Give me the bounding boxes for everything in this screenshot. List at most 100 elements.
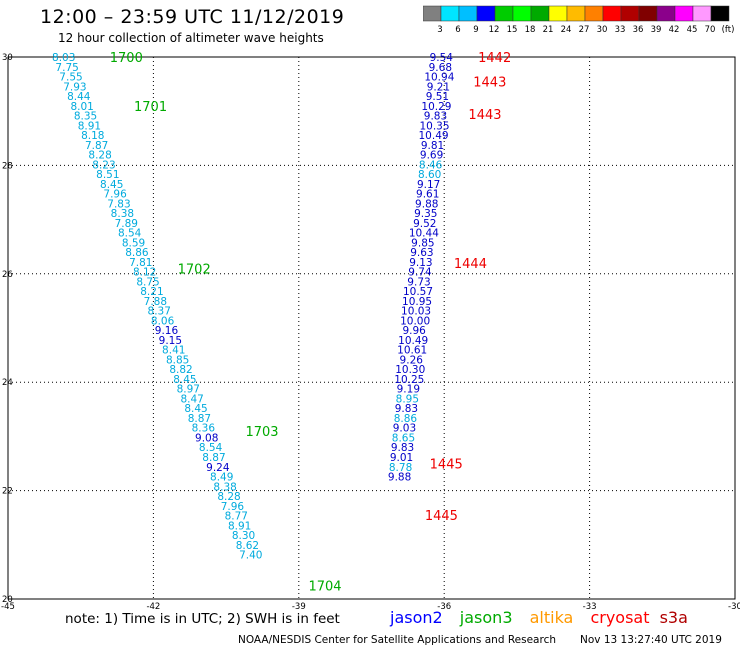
swh-value-jason2: 9.03 bbox=[393, 423, 416, 435]
y-tick-label: 22 bbox=[2, 487, 13, 497]
colorbar-label: 24 bbox=[561, 25, 572, 35]
chart-title: 12:00 – 23:59 UTC 11/12/2019 bbox=[40, 6, 345, 28]
swh-value-jason2: 9.21 bbox=[427, 81, 450, 93]
swh-value-jason3: 8.97 bbox=[177, 384, 200, 396]
swh-value-jason3: 8.21 bbox=[140, 286, 163, 298]
units-note: note: 1) Time is in UTC; 2) SWH is in fe… bbox=[65, 611, 340, 627]
swh-value-jason3: 8.18 bbox=[81, 130, 104, 142]
swh-value-jason3: 8.47 bbox=[180, 393, 203, 405]
swh-value-jason3: 8.45 bbox=[184, 403, 207, 415]
time-label-jason3: 1703 bbox=[245, 425, 278, 440]
colorbar-label: 3 bbox=[437, 25, 442, 35]
legend-cryosat: cryosat bbox=[590, 608, 650, 627]
y-tick-label: 28 bbox=[2, 161, 13, 171]
swh-value-jason2: 8.65 bbox=[392, 432, 415, 444]
swh-value-jason2: 9.19 bbox=[397, 384, 420, 396]
swh-value-jason2: 10.57 bbox=[403, 286, 433, 298]
colorbar-label: 42 bbox=[669, 25, 680, 35]
swh-value-jason3: 8.36 bbox=[192, 423, 216, 435]
swh-value-jason3: 8.28 bbox=[217, 491, 240, 503]
swh-value-jason3: 7.87 bbox=[85, 140, 108, 152]
swh-value-jason3: 8.03 bbox=[52, 52, 75, 64]
swh-value-jason3: 8.59 bbox=[122, 237, 145, 249]
swh-value-jason3: 8.75 bbox=[136, 276, 159, 288]
swh-value-jason2: 10.49 bbox=[398, 335, 428, 347]
colorbar-label: 18 bbox=[525, 25, 536, 35]
colorbar-label: 30 bbox=[597, 25, 608, 35]
colorbar-label: 39 bbox=[651, 25, 662, 35]
swh-value-jason3: 8.23 bbox=[92, 159, 115, 171]
swh-value-jason2: 9.54 bbox=[430, 52, 454, 64]
y-tick-label: 30 bbox=[2, 53, 13, 63]
legend-altika: altika bbox=[529, 608, 574, 627]
swh-value-jason3: 8.06 bbox=[151, 315, 175, 327]
swh-value-jason3: 9.08 bbox=[195, 432, 218, 444]
swh-value-jason3: 8.87 bbox=[202, 452, 225, 464]
legend-s3a: s3a bbox=[659, 608, 688, 627]
x-tick-label: -30 bbox=[728, 602, 740, 612]
swh-value-jason2: 10.49 bbox=[419, 130, 449, 142]
swh-value-jason3: 8.91 bbox=[78, 120, 101, 132]
legend-jason2: jason2 bbox=[390, 608, 443, 627]
x-tick-label: -42 bbox=[146, 602, 160, 612]
swh-value-jason3: 8.28 bbox=[88, 150, 111, 162]
time-label-jason2: 1443 bbox=[468, 108, 501, 123]
swh-value-jason3: 7.96 bbox=[221, 501, 245, 513]
swh-value-jason3: 8.91 bbox=[228, 520, 251, 532]
swh-value-jason3: 8.44 bbox=[67, 91, 91, 103]
time-label-jason2: 1445 bbox=[425, 509, 458, 524]
swh-value-jason3: 9.16 bbox=[155, 325, 179, 337]
swh-value-jason2: 9.74 bbox=[408, 267, 432, 279]
swh-value-jason2: 10.30 bbox=[395, 364, 425, 376]
x-tick-label: -36 bbox=[437, 602, 451, 612]
swh-value-jason2: 9.26 bbox=[400, 354, 424, 366]
swh-value-jason2: 9.61 bbox=[416, 189, 439, 201]
x-tick-label: -33 bbox=[583, 602, 597, 612]
y-tick-label: 20 bbox=[2, 595, 13, 605]
colorbar-label: 70 bbox=[705, 25, 716, 35]
colorbar-label: 27 bbox=[579, 25, 590, 35]
swh-value-jason3: 9.15 bbox=[159, 335, 182, 347]
x-tick-label: -45 bbox=[1, 602, 15, 612]
swh-value-jason3: 9.24 bbox=[206, 462, 230, 474]
swh-value-jason3: 7.89 bbox=[115, 218, 138, 230]
swh-value-jason3: 7.40 bbox=[239, 550, 262, 562]
legend-jason3: jason3 bbox=[459, 608, 513, 627]
swh-value-jason2: 9.17 bbox=[417, 179, 440, 191]
swh-value-jason3: 8.82 bbox=[169, 364, 192, 376]
swh-value-jason3: 7.93 bbox=[63, 81, 86, 93]
swh-value-jason2: 10.29 bbox=[421, 101, 451, 113]
swh-value-jason2: 10.94 bbox=[424, 72, 454, 84]
y-tick-label: 26 bbox=[2, 270, 13, 280]
swh-value-jason3: 8.87 bbox=[188, 413, 211, 425]
swh-value-jason2: 10.25 bbox=[394, 374, 424, 386]
swh-value-jason3: 8.62 bbox=[236, 540, 259, 552]
colorbar-label: 21 bbox=[543, 25, 554, 35]
swh-value-jason3: 7.81 bbox=[129, 257, 152, 269]
plot-frame bbox=[7, 56, 736, 600]
swh-value-jason2: 10.61 bbox=[397, 345, 427, 357]
satellite-legend: jason2 jason3 altika cryosat s3a bbox=[390, 608, 700, 627]
swh-value-jason2: 8.60 bbox=[418, 169, 441, 181]
swh-value-jason2: 9.73 bbox=[407, 276, 430, 288]
swh-value-jason3: 8.41 bbox=[162, 345, 185, 357]
time-label-jason3: 1704 bbox=[308, 579, 341, 594]
swh-value-jason3: 8.37 bbox=[148, 306, 171, 318]
x-tick-label: -39 bbox=[292, 602, 306, 612]
swh-value-jason2: 10.03 bbox=[401, 306, 431, 318]
swh-value-jason2: 9.51 bbox=[426, 91, 449, 103]
swh-value-jason2: 9.88 bbox=[388, 472, 411, 484]
swh-value-jason3: 7.96 bbox=[103, 189, 127, 201]
swh-value-jason2: 9.81 bbox=[421, 140, 444, 152]
swh-value-jason3: 8.54 bbox=[118, 228, 142, 240]
credit-line: NOAA/NESDIS Center for Satellite Applica… bbox=[238, 634, 556, 646]
swh-value-jason3: 8.01 bbox=[70, 101, 93, 113]
swh-value-jason3: 8.38 bbox=[111, 208, 134, 220]
chart-subtitle: 12 hour collection of altimeter wave hei… bbox=[58, 31, 324, 45]
swh-value-jason2: 9.88 bbox=[415, 198, 438, 210]
swh-value-jason3: 8.45 bbox=[100, 179, 123, 191]
swh-value-jason2: 10.44 bbox=[409, 228, 439, 240]
swh-value-jason3: 8.12 bbox=[133, 267, 156, 279]
swh-value-jason3: 8.54 bbox=[199, 442, 223, 454]
